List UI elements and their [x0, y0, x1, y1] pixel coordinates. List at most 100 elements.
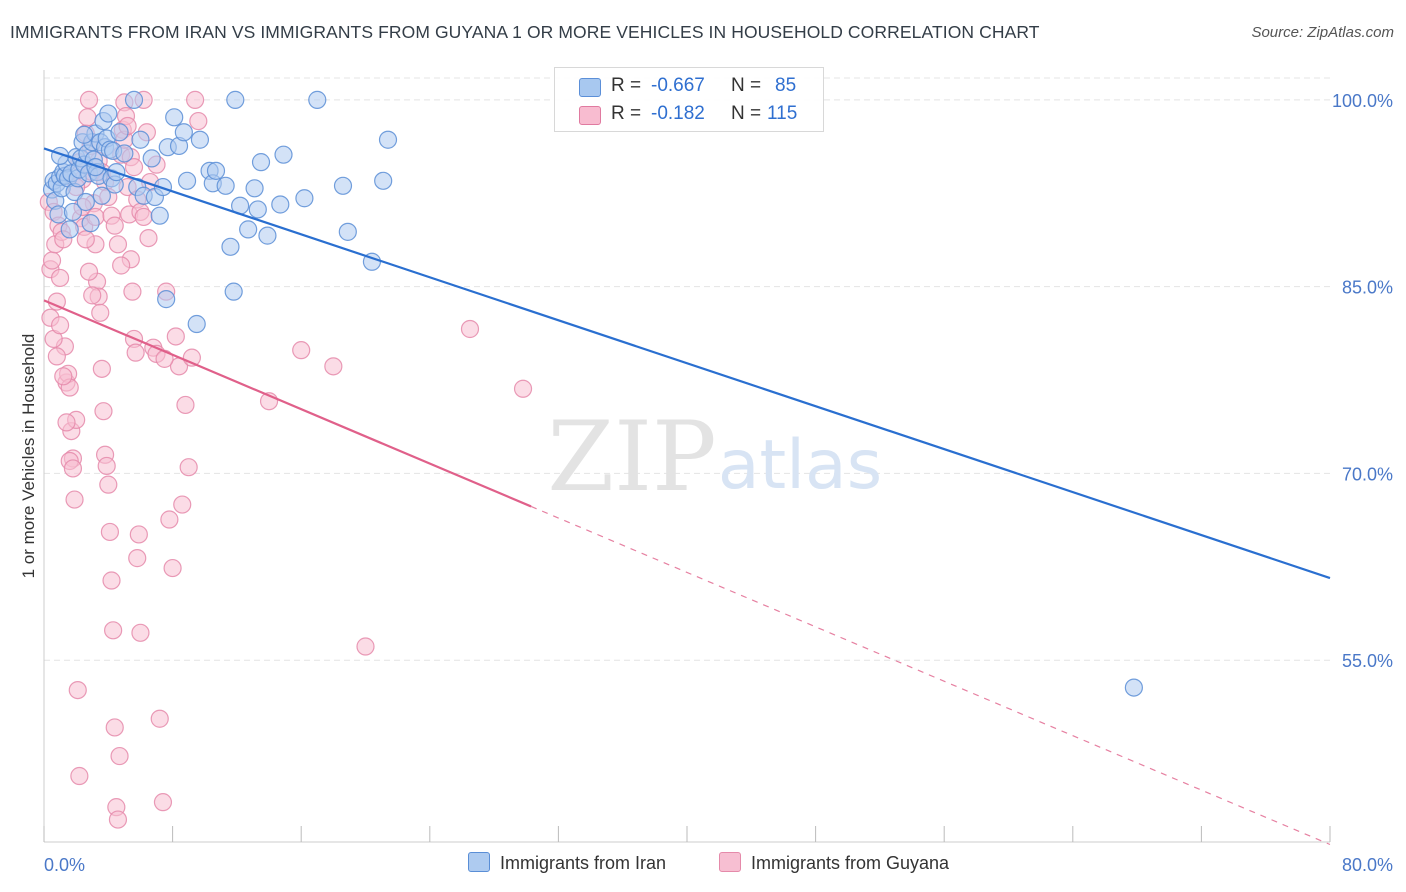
- guyana-point: [42, 251, 62, 270]
- guyana-point: [179, 458, 198, 477]
- guyana-point: [166, 327, 185, 346]
- guyana-point: [65, 490, 84, 509]
- iran-point: [174, 123, 193, 142]
- iran-point: [224, 282, 243, 301]
- iran-point: [274, 145, 293, 164]
- iran-point: [92, 186, 111, 205]
- iran-point: [1124, 678, 1143, 697]
- guyana-point: [189, 111, 208, 131]
- watermark: ZIP atlas: [547, 401, 882, 513]
- iran-point: [221, 237, 240, 256]
- watermark-zip: ZIP: [547, 401, 716, 513]
- guyana-point: [124, 158, 144, 177]
- iran-point: [216, 176, 235, 195]
- legend-n-label: N =: [731, 75, 762, 96]
- iran-point: [60, 220, 79, 239]
- iran-point: [206, 161, 226, 180]
- trend-lines: [43, 147, 1331, 846]
- guyana-point: [99, 475, 118, 494]
- guyana-point: [70, 766, 89, 786]
- guyana-point: [91, 303, 110, 322]
- legend-row-guyana: R = -0.182 N = 115: [555, 100, 823, 128]
- iran-point: [295, 189, 314, 208]
- guyana-point: [123, 282, 142, 301]
- y-tick-label: 100.0%: [1332, 91, 1393, 111]
- trend-line-iran: [43, 147, 1331, 580]
- guyana-point: [105, 216, 124, 235]
- y-tick-label: 55.0%: [1342, 651, 1393, 671]
- guyana-point: [94, 402, 113, 421]
- iran-point: [63, 202, 83, 222]
- iran-point: [76, 192, 95, 212]
- guyana-point: [78, 108, 97, 127]
- iran-point: [308, 90, 327, 109]
- watermark-atlas: atlas: [718, 426, 882, 505]
- guyana-point: [50, 268, 70, 288]
- guyana-point: [104, 621, 123, 640]
- iran-point: [333, 176, 353, 195]
- trend-line-guyana: [43, 299, 532, 508]
- y-tick-label: 85.0%: [1342, 278, 1393, 298]
- iran-point: [251, 153, 271, 172]
- guyana-point: [176, 395, 195, 415]
- iran-point: [226, 90, 245, 109]
- guyana-point: [292, 341, 311, 360]
- iran-point: [86, 158, 105, 177]
- guyana-point: [324, 357, 343, 376]
- guyana-point: [126, 343, 145, 362]
- iran-point: [110, 123, 129, 142]
- iran-point: [271, 195, 290, 214]
- guyana-point: [110, 746, 129, 766]
- iran-point: [248, 200, 267, 219]
- y-axis-label: 1 or more Vehicles in Household: [19, 334, 38, 579]
- series-iran-points: [42, 90, 1143, 697]
- chart-title: IMMIGRANTS FROM IRAN VS IMMIGRANTS FROM …: [10, 22, 1040, 42]
- legend-swatch-iran: [579, 78, 601, 97]
- guyana-point: [92, 359, 111, 378]
- guyana-point: [102, 571, 121, 590]
- legend-r-label: R =: [611, 103, 642, 124]
- guyana-point: [134, 207, 153, 227]
- iran-point: [157, 290, 176, 309]
- guyana-point: [79, 262, 99, 281]
- iran-point: [142, 149, 161, 168]
- guyana-point: [513, 379, 533, 398]
- iran-point: [338, 222, 357, 241]
- guyana-point: [68, 680, 87, 700]
- guyana-point: [153, 793, 173, 812]
- trend-line-guyana-extrapolated: [530, 505, 1331, 846]
- guyana-point: [108, 810, 128, 829]
- iran-point: [99, 104, 118, 123]
- bottom-legend-iran: Immigrants from Iran: [468, 852, 666, 874]
- guyana-point: [129, 525, 148, 544]
- guyana-point: [63, 459, 83, 478]
- guyana-point: [173, 495, 192, 514]
- bottom-legend-label-iran: Immigrants from Iran: [500, 853, 667, 873]
- guyana-point: [128, 549, 147, 568]
- bottom-legend-guyana: Immigrants from Guyana: [719, 852, 949, 874]
- iran-point: [239, 220, 258, 239]
- bottom-legend-swatch-guyana: [719, 852, 741, 872]
- legend-r-value: -0.182: [651, 103, 705, 124]
- iran-point: [190, 130, 210, 149]
- guyana-point: [76, 230, 95, 249]
- legend-r-value: -0.667: [651, 75, 705, 96]
- guyana-point: [108, 235, 128, 254]
- guyana-point: [186, 90, 205, 109]
- guyana-point: [112, 256, 131, 275]
- iran-point: [150, 206, 169, 225]
- iran-point: [75, 125, 94, 144]
- guyana-point: [57, 413, 76, 432]
- guyana-point: [100, 522, 120, 542]
- iran-point: [165, 108, 184, 127]
- y-tick-label: 70.0%: [1342, 464, 1393, 484]
- legend-n-value: 85: [775, 75, 797, 96]
- legend-row-iran: R = -0.667 N = 85: [555, 72, 823, 100]
- iran-point: [245, 179, 264, 198]
- guyana-point: [79, 90, 99, 109]
- legend-swatch-guyana: [579, 106, 601, 125]
- legend-n-label: N =: [731, 103, 762, 124]
- iran-point: [115, 144, 134, 163]
- guyana-point: [105, 718, 124, 737]
